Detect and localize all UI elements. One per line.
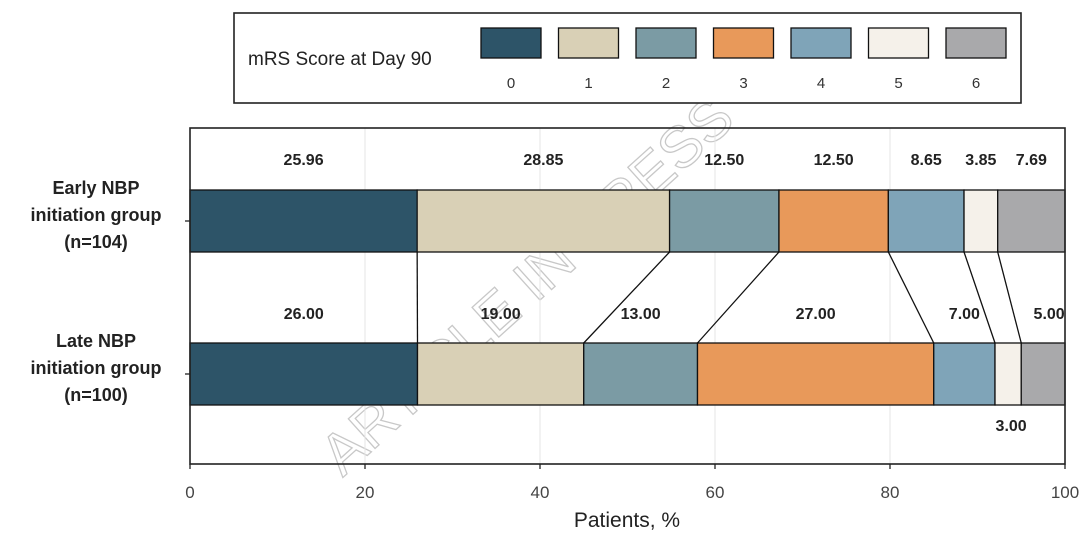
data-label: 27.00 <box>796 306 836 323</box>
bar-segment <box>416 342 585 406</box>
bar-segment <box>963 189 999 253</box>
y-category-line: Late NBP <box>56 331 136 351</box>
data-label: 26.00 <box>284 306 324 323</box>
data-label: 12.50 <box>704 152 744 169</box>
bar-segment <box>583 342 699 406</box>
legend-swatch <box>712 27 775 59</box>
data-label: 7.69 <box>1016 152 1047 169</box>
legend-label: 4 <box>817 75 825 92</box>
y-category-line: Early NBP <box>52 178 139 198</box>
connector-lines <box>416 251 1022 344</box>
legend-swatch <box>635 27 697 59</box>
watermark-text: ARTICLE IN PRESS <box>308 84 746 487</box>
legend-label: 0 <box>507 75 515 92</box>
legend: mRS Score at Day 90 0 1 2 3 4 5 6 <box>233 12 1022 104</box>
bar-segment <box>696 342 935 406</box>
x-tick-label: 60 <box>706 483 725 502</box>
data-label: 19.00 <box>481 306 521 323</box>
connector-line <box>887 251 935 344</box>
data-label: 28.85 <box>523 152 563 169</box>
data-label: 8.65 <box>911 152 942 169</box>
connector-line <box>697 251 780 344</box>
x-tick-label: 0 <box>185 483 194 502</box>
data-label: 25.96 <box>284 152 324 169</box>
legend-swatch <box>557 27 620 59</box>
y-category-line: initiation group <box>31 358 162 378</box>
legend-title: mRS Score at Day 90 <box>248 49 432 70</box>
data-label: 3.00 <box>996 418 1027 435</box>
bar-segment <box>189 342 419 406</box>
legend-label: 2 <box>662 75 670 92</box>
data-label: 12.50 <box>814 152 854 169</box>
x-tick-label: 40 <box>531 483 550 502</box>
data-labels: 25.96 28.85 12.50 12.50 8.65 3.85 7.69 26.00 19.… <box>284 152 1065 435</box>
legend-label: 5 <box>894 75 902 92</box>
x-tick-label: 20 <box>356 483 375 502</box>
grid-lines <box>364 128 891 464</box>
bar-segment <box>189 189 418 253</box>
bar-segment <box>997 189 1066 253</box>
y-category-label: Late NBP initiation group (n=100) <box>31 331 162 405</box>
data-label: 7.00 <box>949 306 980 323</box>
y-axis-categories: Early NBP initiation group (n=104) Late NBP… <box>31 178 190 405</box>
x-axis-title: Patients, % <box>574 509 680 532</box>
bar-segment <box>933 342 996 406</box>
data-label: 3.85 <box>965 152 996 169</box>
x-tick-label: 100 <box>1051 483 1079 502</box>
bars <box>189 189 1066 406</box>
x-axis: 0 20 40 60 80 100 <box>185 464 1079 502</box>
connector-line <box>583 251 671 344</box>
y-category-line: (n=104) <box>64 232 128 252</box>
legend-label: 3 <box>739 75 747 92</box>
legend-swatch <box>790 27 852 59</box>
y-category-line: initiation group <box>31 205 162 225</box>
data-label: 5.00 <box>1034 306 1065 323</box>
bar-segment <box>778 189 889 253</box>
legend-swatch <box>867 27 930 59</box>
data-label: 13.00 <box>621 306 661 323</box>
bar-segment <box>416 189 671 253</box>
bar-segment <box>1020 342 1066 406</box>
plot-frame <box>189 127 1066 465</box>
legend-label: 1 <box>584 75 592 92</box>
legend-swatch <box>480 27 542 59</box>
connector-line <box>963 251 996 344</box>
y-category-line: (n=100) <box>64 385 128 405</box>
x-tick-label: 80 <box>881 483 900 502</box>
bar-segment <box>887 189 965 253</box>
legend-swatch <box>945 27 1007 59</box>
y-category-label: Early NBP initiation group (n=104) <box>31 178 162 252</box>
bar-segment <box>994 342 1022 406</box>
bar-segment <box>668 189 780 253</box>
legend-label: 6 <box>972 75 980 92</box>
connector-line <box>997 251 1022 344</box>
